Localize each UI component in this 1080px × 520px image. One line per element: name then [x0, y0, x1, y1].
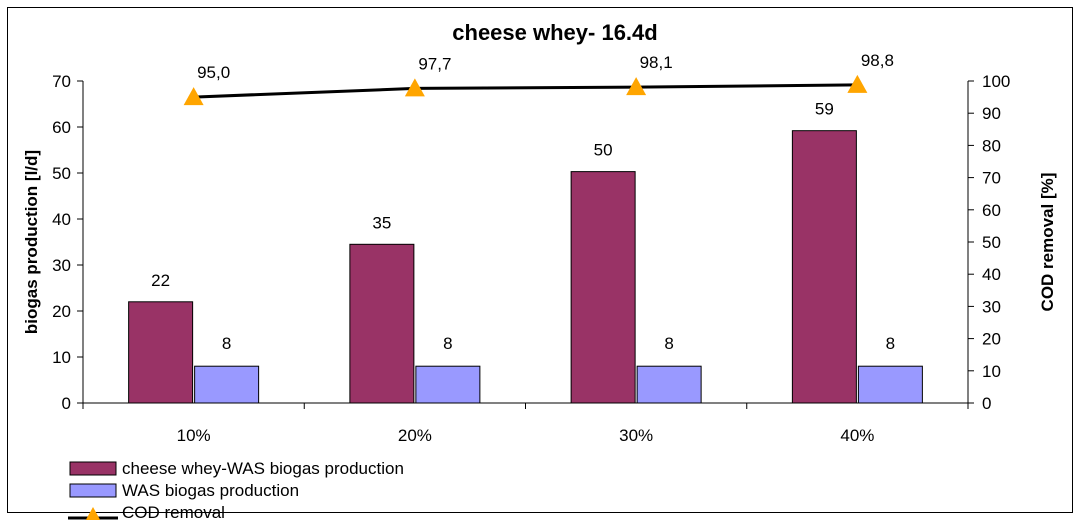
right-tick-label: 30	[982, 297, 1001, 316]
right-axis-title: COD removal [%]	[1038, 173, 1057, 312]
cod-removal-marker	[404, 78, 425, 97]
left-axis-title: biogas production [l/d]	[22, 150, 41, 334]
bar-data-label: 8	[664, 334, 673, 353]
right-tick-label: 60	[982, 201, 1001, 220]
right-tick-label: 10	[982, 362, 1001, 381]
bar-data-label: 50	[594, 141, 613, 160]
bar-data-label: 35	[372, 213, 391, 232]
right-tick-label: 90	[982, 104, 1001, 123]
cod-removal-marker	[626, 77, 647, 96]
bar-was	[636, 365, 702, 404]
right-tick-label: 50	[982, 233, 1001, 252]
legend-label: WAS biogas production	[122, 481, 299, 500]
bar-data-label: 8	[222, 334, 231, 353]
cod-data-label: 97,7	[418, 54, 451, 73]
right-tick-label: 80	[982, 136, 1001, 155]
left-tick-label: 50	[52, 164, 71, 183]
cod-removal-line	[193, 83, 858, 99]
x-tick-label: 30%	[619, 426, 653, 445]
x-tick-label: 40%	[840, 426, 874, 445]
bar-cheese-whey-was	[128, 301, 194, 404]
chart-frame	[7, 7, 1073, 513]
bar-data-label: 8	[443, 334, 452, 353]
legend-swatch	[69, 483, 117, 498]
bar-was	[415, 365, 481, 404]
left-tick-label: 10	[52, 348, 71, 367]
right-tick-label: 40	[982, 265, 1001, 284]
right-tick-label: 70	[982, 169, 1001, 188]
bar-cheese-whey-was	[349, 243, 415, 404]
legend-swatch	[69, 461, 117, 476]
cod-removal-marker	[847, 74, 868, 93]
cod-removal-marker	[183, 87, 204, 106]
bar-was	[194, 365, 260, 404]
bar-data-label: 59	[815, 100, 834, 119]
bar-was	[857, 365, 923, 404]
cod-data-label: 98,1	[640, 53, 673, 72]
bar-cheese-whey-was	[791, 130, 857, 404]
chart-title: cheese whey- 16.4d	[452, 20, 657, 45]
left-tick-label: 60	[52, 118, 71, 137]
legend-marker-swatch	[85, 507, 101, 520]
left-tick-label: 20	[52, 302, 71, 321]
right-tick-label: 100	[982, 72, 1010, 91]
left-tick-label: 0	[62, 394, 71, 413]
bar-data-label: 8	[886, 334, 895, 353]
x-tick-label: 10%	[177, 426, 211, 445]
bar-cheese-whey-was	[570, 171, 636, 404]
bar-data-label: 22	[151, 271, 170, 290]
x-tick-label: 20%	[398, 426, 432, 445]
legend-label: COD removal	[122, 503, 225, 520]
right-tick-label: 0	[982, 394, 991, 413]
left-tick-label: 70	[52, 72, 71, 91]
cod-data-label: 98,8	[861, 51, 894, 70]
cod-data-label: 95,0	[197, 63, 230, 82]
right-tick-label: 20	[982, 330, 1001, 349]
legend-label: cheese whey-WAS biogas production	[122, 459, 404, 478]
left-tick-label: 40	[52, 210, 71, 229]
left-tick-label: 30	[52, 256, 71, 275]
